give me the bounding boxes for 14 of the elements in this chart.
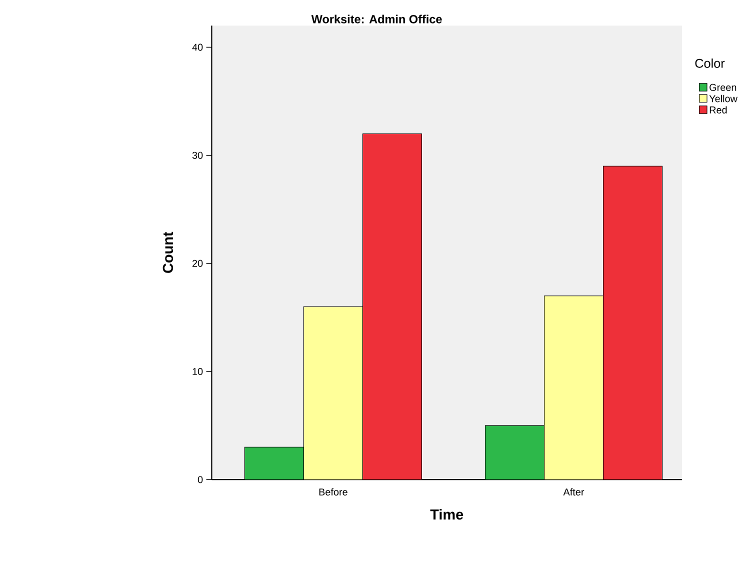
legend-title: Color bbox=[695, 58, 725, 68]
x-tick-label: Before bbox=[319, 488, 348, 496]
chart-title: Worksite: Admin Office bbox=[311, 14, 442, 24]
y-tick-label: 30 bbox=[192, 152, 203, 159]
x-axis-title: Time bbox=[430, 509, 464, 520]
legend-label: Red bbox=[710, 106, 727, 114]
y-tick-label: 40 bbox=[192, 44, 203, 51]
y-tick-label: 20 bbox=[192, 260, 203, 268]
y-axis-title: Count bbox=[162, 232, 174, 274]
legend-label: Green bbox=[710, 84, 736, 92]
y-tick-label: 0 bbox=[198, 476, 203, 484]
y-tick-label: 10 bbox=[192, 368, 203, 376]
legend-label: Yellow bbox=[709, 95, 738, 102]
x-tick-label: After bbox=[563, 488, 584, 496]
